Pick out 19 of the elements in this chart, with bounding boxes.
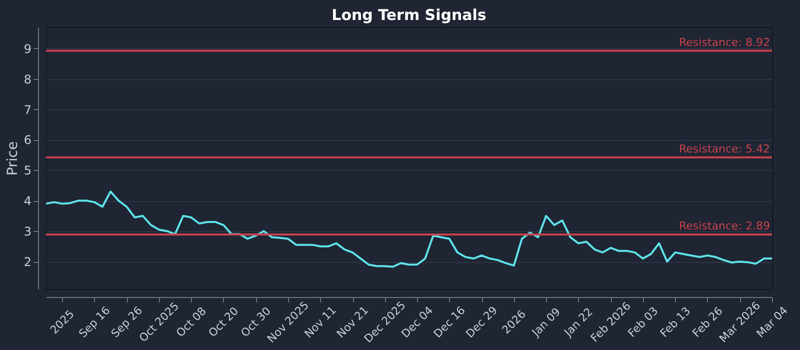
x-tick-label: Sep 16 — [76, 304, 113, 340]
ref-line-label: Resistance: 8.92 — [679, 36, 770, 49]
y-tick-label: 9 — [24, 42, 32, 56]
y-tick-label: 2 — [24, 255, 32, 270]
y-axis-title: Price — [4, 141, 21, 176]
y-tick-label: 8 — [24, 72, 32, 86]
ref-line-label: Resistance: 2.89 — [679, 219, 770, 232]
y-tick-label: 6 — [24, 133, 32, 148]
x-tick-label: Feb 13 — [658, 304, 694, 340]
chart-title: Long Term Signals — [332, 6, 486, 24]
y-tick-label: 7 — [24, 102, 32, 117]
y-tick-label: 3 — [24, 224, 32, 239]
y-tick-label: 5 — [24, 164, 32, 178]
x-tick-label: Dec 29 — [463, 304, 500, 340]
y-tick-label: 4 — [24, 194, 32, 208]
x-tick-label: Oct 20 — [206, 304, 242, 340]
ref-line-label: Resistance: 5.42 — [679, 142, 770, 156]
line-series — [45, 190, 773, 268]
x-tick-label: Jan 09 — [528, 305, 564, 340]
